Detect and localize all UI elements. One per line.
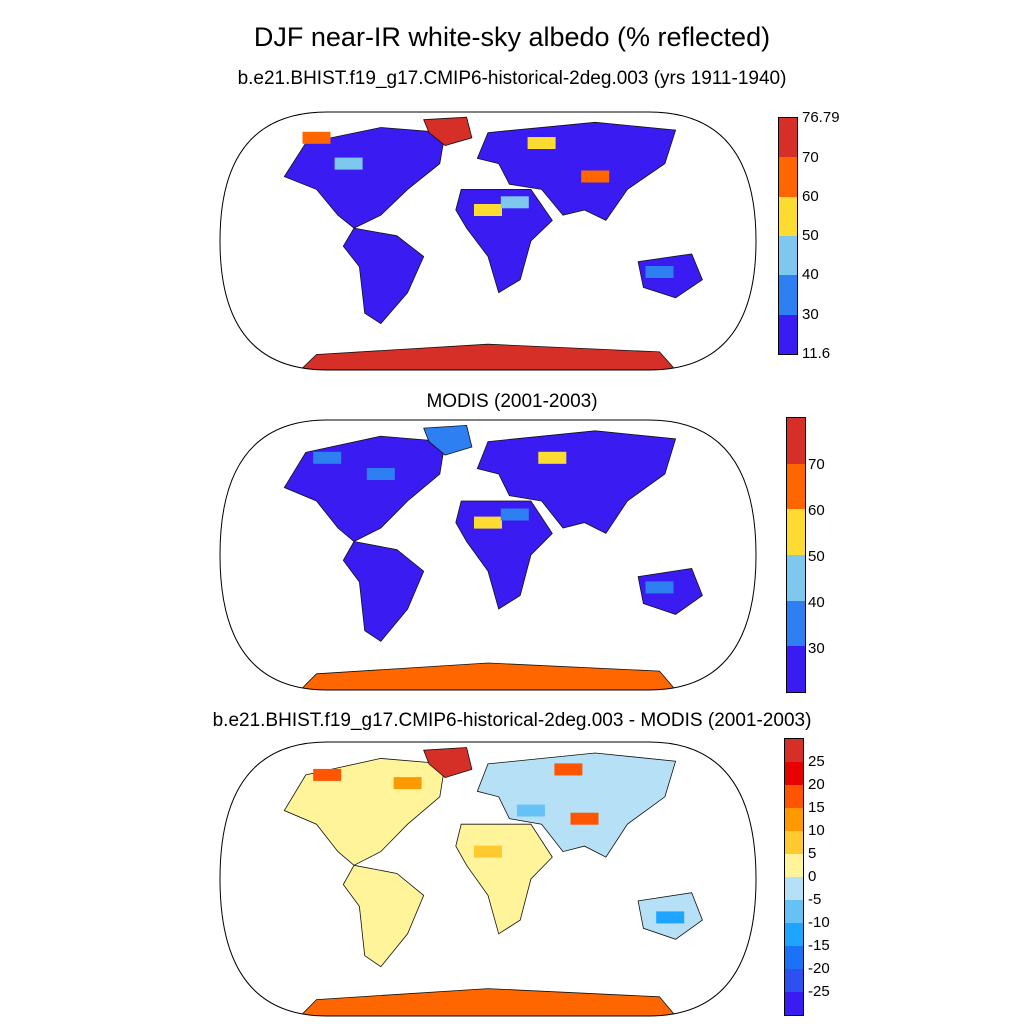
albedo-patch	[393, 777, 422, 790]
albedo-patch	[538, 451, 567, 464]
albedo-patch	[516, 804, 545, 817]
colorbar-1-label: 70	[802, 149, 819, 166]
albedo-patch	[334, 157, 363, 170]
colorbar-2-label: 30	[808, 640, 825, 657]
main-title: DJF near-IR white-sky albedo (% reflecte…	[253, 22, 771, 52]
colorbar-1-label: 11.6	[802, 345, 831, 362]
colorbar-3-segment	[785, 946, 803, 969]
colorbar-1-segment	[779, 118, 797, 158]
landmass-antarctica	[299, 662, 677, 690]
colorbar-3-label: 25	[808, 753, 825, 770]
colorbar-1-segment	[779, 235, 797, 276]
panel-3-map	[219, 741, 757, 1017]
albedo-patch	[570, 812, 599, 825]
colorbar-3-segment	[785, 877, 803, 900]
panel-2-colorbar	[786, 417, 806, 693]
landmass-southAmerica	[342, 541, 425, 642]
albedo-patch	[313, 768, 342, 781]
landmass-eurasia	[476, 752, 677, 858]
landmass-greenland	[423, 424, 473, 456]
landmass-northAmerica	[283, 435, 446, 542]
albedo-patch	[581, 170, 610, 183]
colorbar-3-label: 20	[808, 776, 825, 793]
colorbar-3-segment	[785, 992, 803, 1015]
colorbar-3-label: 10	[808, 822, 825, 839]
landmass-northAmerica	[283, 757, 446, 866]
colorbar-3-label: -25	[808, 983, 830, 1000]
colorbar-3-label: 15	[808, 799, 825, 816]
panel-1-title: b.e21.BHIST.f19_g17.CMIP6-historical-2de…	[237, 68, 787, 89]
colorbar-3-segment	[785, 969, 803, 992]
landmass-southAmerica	[342, 227, 425, 325]
colorbar-3-segment	[785, 785, 803, 808]
panel-2-map	[219, 419, 757, 691]
colorbar-3-label: -5	[808, 891, 822, 908]
colorbar-1-label: 60	[802, 188, 819, 205]
map-frame	[219, 111, 757, 371]
panel-1-map	[219, 111, 757, 371]
map-frame	[219, 419, 757, 691]
albedo-patch	[500, 196, 529, 209]
albedo-patch	[366, 468, 395, 480]
colorbar-2-label: 70	[808, 456, 825, 473]
panel-1-colorbar	[778, 117, 798, 355]
colorbar-2-label: 60	[808, 502, 825, 519]
landmass-africa	[455, 823, 553, 935]
landmass-antarctica	[299, 988, 677, 1016]
colorbar-2-segment	[787, 463, 805, 510]
albedo-patch	[474, 845, 502, 858]
landmass-southAmerica	[342, 864, 425, 968]
albedo-patch	[302, 131, 331, 144]
albedo-patch	[500, 508, 529, 521]
colorbar-2-segment	[787, 646, 805, 693]
colorbar-3-segment	[785, 808, 803, 831]
albedo-patch	[313, 451, 342, 464]
colorbar-2-segment	[787, 555, 805, 601]
albedo-patch	[656, 911, 685, 924]
colorbar-1-label: 40	[802, 266, 819, 283]
colorbar-1-label: 30	[802, 306, 819, 323]
albedo-patch	[474, 204, 502, 216]
landmass-eurasia	[476, 430, 677, 534]
panel-3-colorbar	[784, 738, 804, 1016]
colorbar-1-segment	[779, 196, 797, 236]
landmass-antarctica	[299, 343, 677, 370]
colorbar-2-label: 50	[808, 548, 825, 565]
colorbar-3-label: -20	[808, 960, 830, 977]
panel-3-title: b.e21.BHIST.f19_g17.CMIP6-historical-2de…	[212, 710, 812, 731]
colorbar-3-segment	[785, 854, 803, 877]
albedo-patch	[554, 763, 583, 776]
colorbar-1-label: 76.79	[802, 109, 840, 126]
colorbar-2-segment	[787, 600, 805, 647]
colorbar-1-segment	[779, 157, 797, 197]
colorbar-1-label: 50	[802, 227, 819, 244]
albedo-patch	[645, 266, 674, 278]
landmass-northAmerica	[283, 127, 446, 229]
colorbar-3-segment	[785, 923, 803, 946]
colorbar-3-segment	[785, 900, 803, 923]
colorbar-3-label: -10	[808, 914, 830, 931]
panel-2-title: MODIS (2001-2003)	[426, 391, 598, 412]
landmass-greenland	[423, 116, 473, 146]
colorbar-3-segment	[785, 831, 803, 854]
colorbar-2-label: 40	[808, 594, 825, 611]
albedo-patch	[645, 581, 674, 594]
colorbar-3-segment	[785, 762, 803, 785]
landmass-eurasia	[476, 121, 677, 221]
colorbar-3-label: -15	[808, 937, 830, 954]
colorbar-3-label: 5	[808, 845, 817, 862]
colorbar-3-segment	[785, 739, 803, 762]
albedo-patch	[474, 516, 502, 529]
colorbar-2-segment	[787, 418, 805, 464]
colorbar-2-segment	[787, 509, 805, 556]
landmass-greenland	[423, 747, 473, 779]
colorbar-1-segment	[779, 314, 797, 354]
albedo-patch	[527, 137, 556, 149]
map-frame	[219, 741, 757, 1017]
colorbar-3-label: 0	[808, 868, 817, 885]
colorbar-1-segment	[779, 275, 797, 315]
